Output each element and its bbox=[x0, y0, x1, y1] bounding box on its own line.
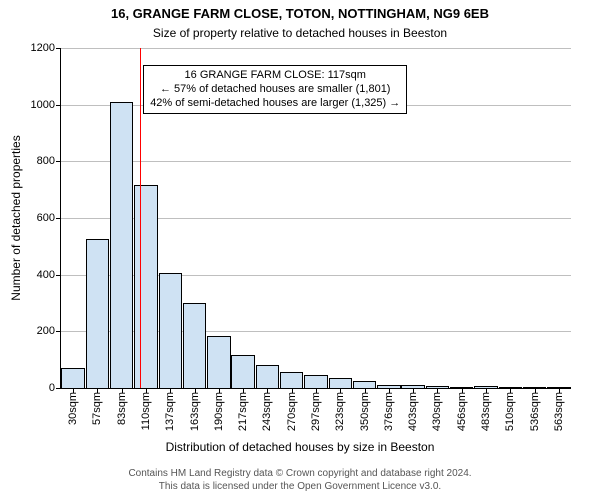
x-tick-label: 350sqm bbox=[359, 392, 371, 431]
x-tick-label: 217sqm bbox=[237, 392, 249, 431]
histogram-bar bbox=[329, 378, 352, 388]
x-tick-label: 456sqm bbox=[456, 392, 468, 431]
x-tick-label: 110sqm bbox=[140, 392, 152, 430]
x-tick-label: 163sqm bbox=[189, 392, 201, 431]
x-tick-label: 30sqm bbox=[67, 392, 79, 425]
x-tick-label: 323sqm bbox=[334, 392, 346, 431]
x-tick-label: 403sqm bbox=[407, 392, 419, 431]
x-tick-label: 563sqm bbox=[553, 392, 565, 431]
x-tick-label: 536sqm bbox=[529, 392, 541, 431]
histogram-bar bbox=[159, 273, 182, 388]
annotation-line: ← 57% of detached houses are smaller (1,… bbox=[150, 83, 400, 97]
y-tick-label: 600 bbox=[37, 212, 61, 224]
y-tick-label: 1200 bbox=[31, 42, 61, 54]
x-tick-label: 430sqm bbox=[431, 392, 443, 431]
chart-footer: Contains HM Land Registry data © Crown c… bbox=[0, 468, 600, 493]
chart-subtitle: Size of property relative to detached ho… bbox=[0, 26, 600, 40]
marker-line bbox=[140, 48, 141, 388]
y-axis-title: Number of detached properties bbox=[9, 135, 23, 300]
gridline bbox=[61, 48, 571, 49]
histogram-bar bbox=[86, 239, 109, 388]
plot-area: 02004006008001000120030sqm57sqm83sqm110s… bbox=[60, 48, 571, 389]
x-tick-label: 83sqm bbox=[116, 392, 128, 425]
y-tick-label: 1000 bbox=[31, 99, 61, 111]
y-tick-label: 400 bbox=[37, 269, 61, 281]
histogram-bar bbox=[256, 365, 279, 388]
x-tick-label: 137sqm bbox=[164, 392, 176, 431]
x-axis-title: Distribution of detached houses by size … bbox=[0, 440, 600, 454]
x-tick-label: 510sqm bbox=[504, 392, 516, 431]
histogram-bar bbox=[280, 372, 303, 388]
histogram-bar bbox=[134, 185, 157, 388]
annotation-line: 42% of semi-detached houses are larger (… bbox=[150, 97, 400, 111]
histogram-bar bbox=[207, 336, 230, 388]
histogram-bar bbox=[304, 375, 327, 388]
x-tick-label: 483sqm bbox=[480, 392, 492, 431]
y-tick-label: 0 bbox=[49, 382, 61, 394]
x-tick-label: 243sqm bbox=[261, 392, 273, 431]
histogram-bar bbox=[61, 368, 84, 388]
y-tick-label: 200 bbox=[37, 325, 61, 337]
y-tick-label: 800 bbox=[37, 155, 61, 167]
chart-title: 16, GRANGE FARM CLOSE, TOTON, NOTTINGHAM… bbox=[0, 6, 600, 21]
histogram-bar bbox=[183, 303, 206, 388]
histogram-chart: 16, GRANGE FARM CLOSE, TOTON, NOTTINGHAM… bbox=[0, 0, 600, 500]
x-tick-label: 190sqm bbox=[213, 392, 225, 431]
x-tick-label: 57sqm bbox=[91, 392, 103, 425]
footer-line: This data is licensed under the Open Gov… bbox=[0, 481, 600, 494]
x-tick-label: 297sqm bbox=[310, 392, 322, 431]
histogram-bar bbox=[110, 102, 133, 388]
footer-line: Contains HM Land Registry data © Crown c… bbox=[0, 468, 600, 481]
annotation-box: 16 GRANGE FARM CLOSE: 117sqm← 57% of det… bbox=[143, 65, 407, 114]
histogram-bar bbox=[231, 355, 254, 388]
x-tick-label: 376sqm bbox=[383, 392, 395, 431]
x-tick-label: 270sqm bbox=[286, 392, 298, 431]
gridline bbox=[61, 161, 571, 162]
histogram-bar bbox=[353, 381, 376, 388]
annotation-line: 16 GRANGE FARM CLOSE: 117sqm bbox=[150, 69, 400, 83]
